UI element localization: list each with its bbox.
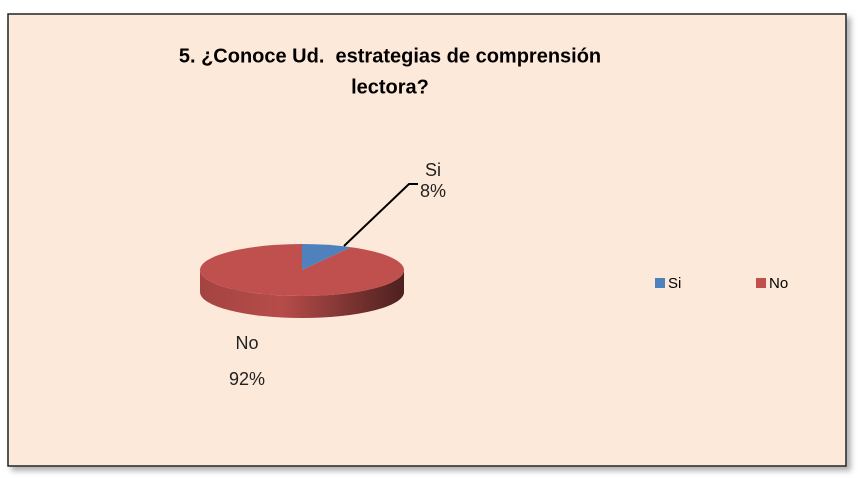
legend-swatch [655,278,665,288]
pie-slice [200,244,404,296]
leader-line [343,183,418,247]
legend-swatch [756,278,766,288]
data-label: 8% [420,181,446,201]
data-label-category: Si [425,160,441,180]
data-label-category: No [235,333,258,353]
legend-label: No [769,275,788,292]
chart-title: lectora? [351,76,429,98]
pie-slice [302,244,352,270]
data-label: 92% [229,369,265,389]
chart-title: 5. ¿Conoce Ud. estrategias de comprensió… [179,45,601,67]
chart-frame [7,13,847,467]
legend-label: Si [668,275,681,292]
